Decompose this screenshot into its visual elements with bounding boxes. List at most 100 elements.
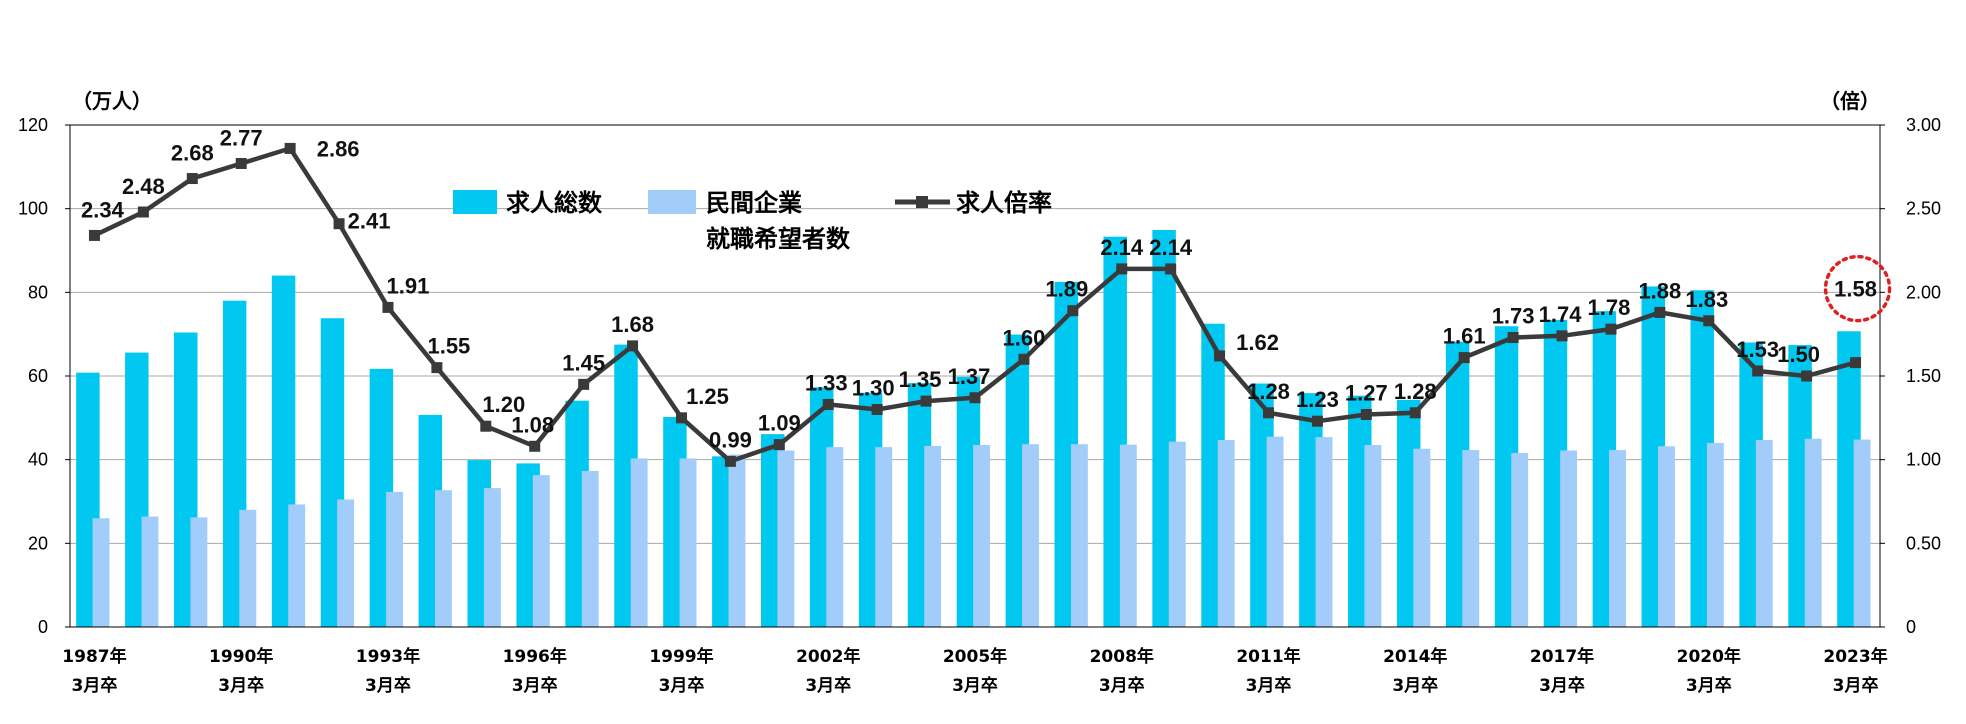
ratio-data-label: 1.33 [805, 370, 848, 395]
left-tick-label: 120 [18, 115, 48, 135]
x-tick-label-year: 2023年 [1823, 646, 1887, 667]
bar-job-seekers [190, 517, 208, 627]
ratio-data-label: 1.28 [1394, 379, 1437, 404]
ratio-data-label: 1.27 [1345, 380, 1388, 405]
ratio-marker [529, 440, 541, 452]
x-tick-label-year: 2011年 [1236, 646, 1300, 667]
ratio-marker [284, 142, 296, 154]
x-tick-label-month: 3月卒 [512, 675, 558, 696]
right-axis-unit: （倍） [1820, 89, 1880, 113]
x-tick-label-month: 3月卒 [365, 675, 411, 696]
legend-swatch-job-seekers [648, 190, 696, 214]
ratio-data-label: 2.68 [171, 141, 214, 166]
bar-job-seekers [924, 445, 942, 627]
ratio-data-label: 1.74 [1539, 302, 1583, 327]
ratio-data-label: 1.78 [1588, 295, 1631, 320]
bar-job-seekers [1266, 436, 1284, 627]
bar-job-seekers [1804, 438, 1822, 627]
ratio-marker [1214, 350, 1226, 362]
ratio-data-label: 1.73 [1492, 304, 1535, 329]
bar-job-seekers [581, 470, 599, 627]
bar-job-seekers [92, 518, 110, 627]
bar-job-seekers [1657, 446, 1675, 627]
x-tick-label-month: 3月卒 [1099, 675, 1145, 696]
left-axis-unit: （万人） [72, 89, 152, 113]
bar-job-seekers [532, 475, 550, 627]
bar-job-seekers [1119, 444, 1137, 627]
ratio-data-label: 1.30 [852, 375, 895, 400]
x-tick-label-month: 3月卒 [659, 675, 705, 696]
legend-label-job-seekers-line1: 民間企業 [706, 189, 802, 217]
ratio-marker [675, 412, 687, 424]
right-tick-label: 1.00 [1906, 450, 1941, 470]
legend-label-job-seekers-line2: 就職希望者数 [706, 225, 851, 253]
plot-frame [69, 124, 1881, 628]
bar-job-seekers [1364, 445, 1382, 627]
ratio-marker [1654, 306, 1666, 318]
x-tick-label-year: 1999年 [649, 646, 713, 667]
bar-job-seekers [826, 447, 844, 627]
ratio-data-label: 1.45 [562, 350, 605, 375]
right-tick-label: 0.50 [1906, 533, 1941, 553]
left-tick-label: 80 [28, 282, 48, 302]
highlight-circle [1823, 254, 1892, 323]
ratio-marker [1409, 407, 1421, 419]
x-tick-label-year: 1987年 [62, 646, 126, 667]
x-tick-label-year: 1996年 [503, 646, 567, 667]
bar-job-seekers [288, 504, 306, 627]
x-tick-label-year: 2002年 [796, 646, 860, 667]
legend-label-total-openings: 求人総数 [506, 189, 603, 217]
x-tick-label-year: 2005年 [943, 646, 1007, 667]
ratio-data-label: 2.48 [122, 174, 165, 199]
bar-job-seekers [875, 447, 893, 627]
left-tick-label: 20 [28, 533, 48, 553]
bar-job-seekers [141, 516, 159, 627]
x-tick-label-month: 3月卒 [1686, 675, 1732, 696]
x-tick-label-year: 2014年 [1383, 646, 1447, 667]
bar-job-seekers [1755, 440, 1773, 627]
ratio-marker [627, 340, 639, 352]
ratio-data-label: 1.08 [511, 412, 554, 437]
bar-job-seekers [1413, 448, 1431, 627]
right-tick-label: 2.00 [1906, 282, 1941, 302]
bar-job-seekers [777, 450, 795, 627]
ratio-marker [88, 229, 100, 241]
ratio-data-label: 1.60 [1003, 325, 1046, 350]
x-tick-label-month: 3月卒 [1392, 675, 1438, 696]
ratio-marker [920, 395, 932, 407]
ratio-marker [382, 301, 394, 313]
right-tick-label: 1.50 [1906, 366, 1941, 386]
bar-job-seekers [1070, 444, 1088, 627]
ratio-marker [1850, 357, 1862, 369]
ratio-marker [480, 420, 492, 432]
ratio-marker [1067, 305, 1079, 317]
ratio-marker [1018, 353, 1030, 365]
x-tick-label-month: 3月卒 [1833, 675, 1879, 696]
ratio-data-label: 1.89 [1045, 277, 1088, 302]
right-tick-label: 2.50 [1906, 199, 1941, 219]
bar-job-seekers [1462, 450, 1480, 627]
legend-swatch-total-openings [453, 190, 497, 214]
ratio-data-label: 1.28 [1247, 379, 1290, 404]
x-tick-label-month: 3月卒 [952, 675, 998, 696]
ratio-data-label: 1.35 [899, 367, 942, 392]
bar-job-seekers [239, 509, 257, 627]
bar-job-seekers [728, 454, 746, 627]
ratio-marker [431, 362, 443, 374]
ratio-data-label: 1.61 [1443, 324, 1486, 349]
ratio-data-label: 1.83 [1685, 287, 1728, 312]
ratio-marker [1458, 352, 1470, 364]
ratio-marker [1703, 315, 1715, 327]
right-tick-label: 3.00 [1906, 115, 1941, 135]
x-tick-label-year: 2020年 [1677, 646, 1741, 667]
ratio-data-label: 1.50 [1777, 342, 1820, 367]
bar-job-seekers [1511, 452, 1529, 627]
ratio-marker [1801, 370, 1813, 382]
bar-job-seekers [1217, 440, 1235, 627]
ratio-data-label: 1.88 [1638, 278, 1681, 303]
bar-job-seekers [1315, 437, 1333, 627]
ratio-marker [578, 378, 590, 390]
ratio-marker [333, 218, 345, 230]
legend-label-ratio: 求人倍率 [956, 189, 1052, 217]
left-tick-label: 100 [18, 199, 48, 219]
